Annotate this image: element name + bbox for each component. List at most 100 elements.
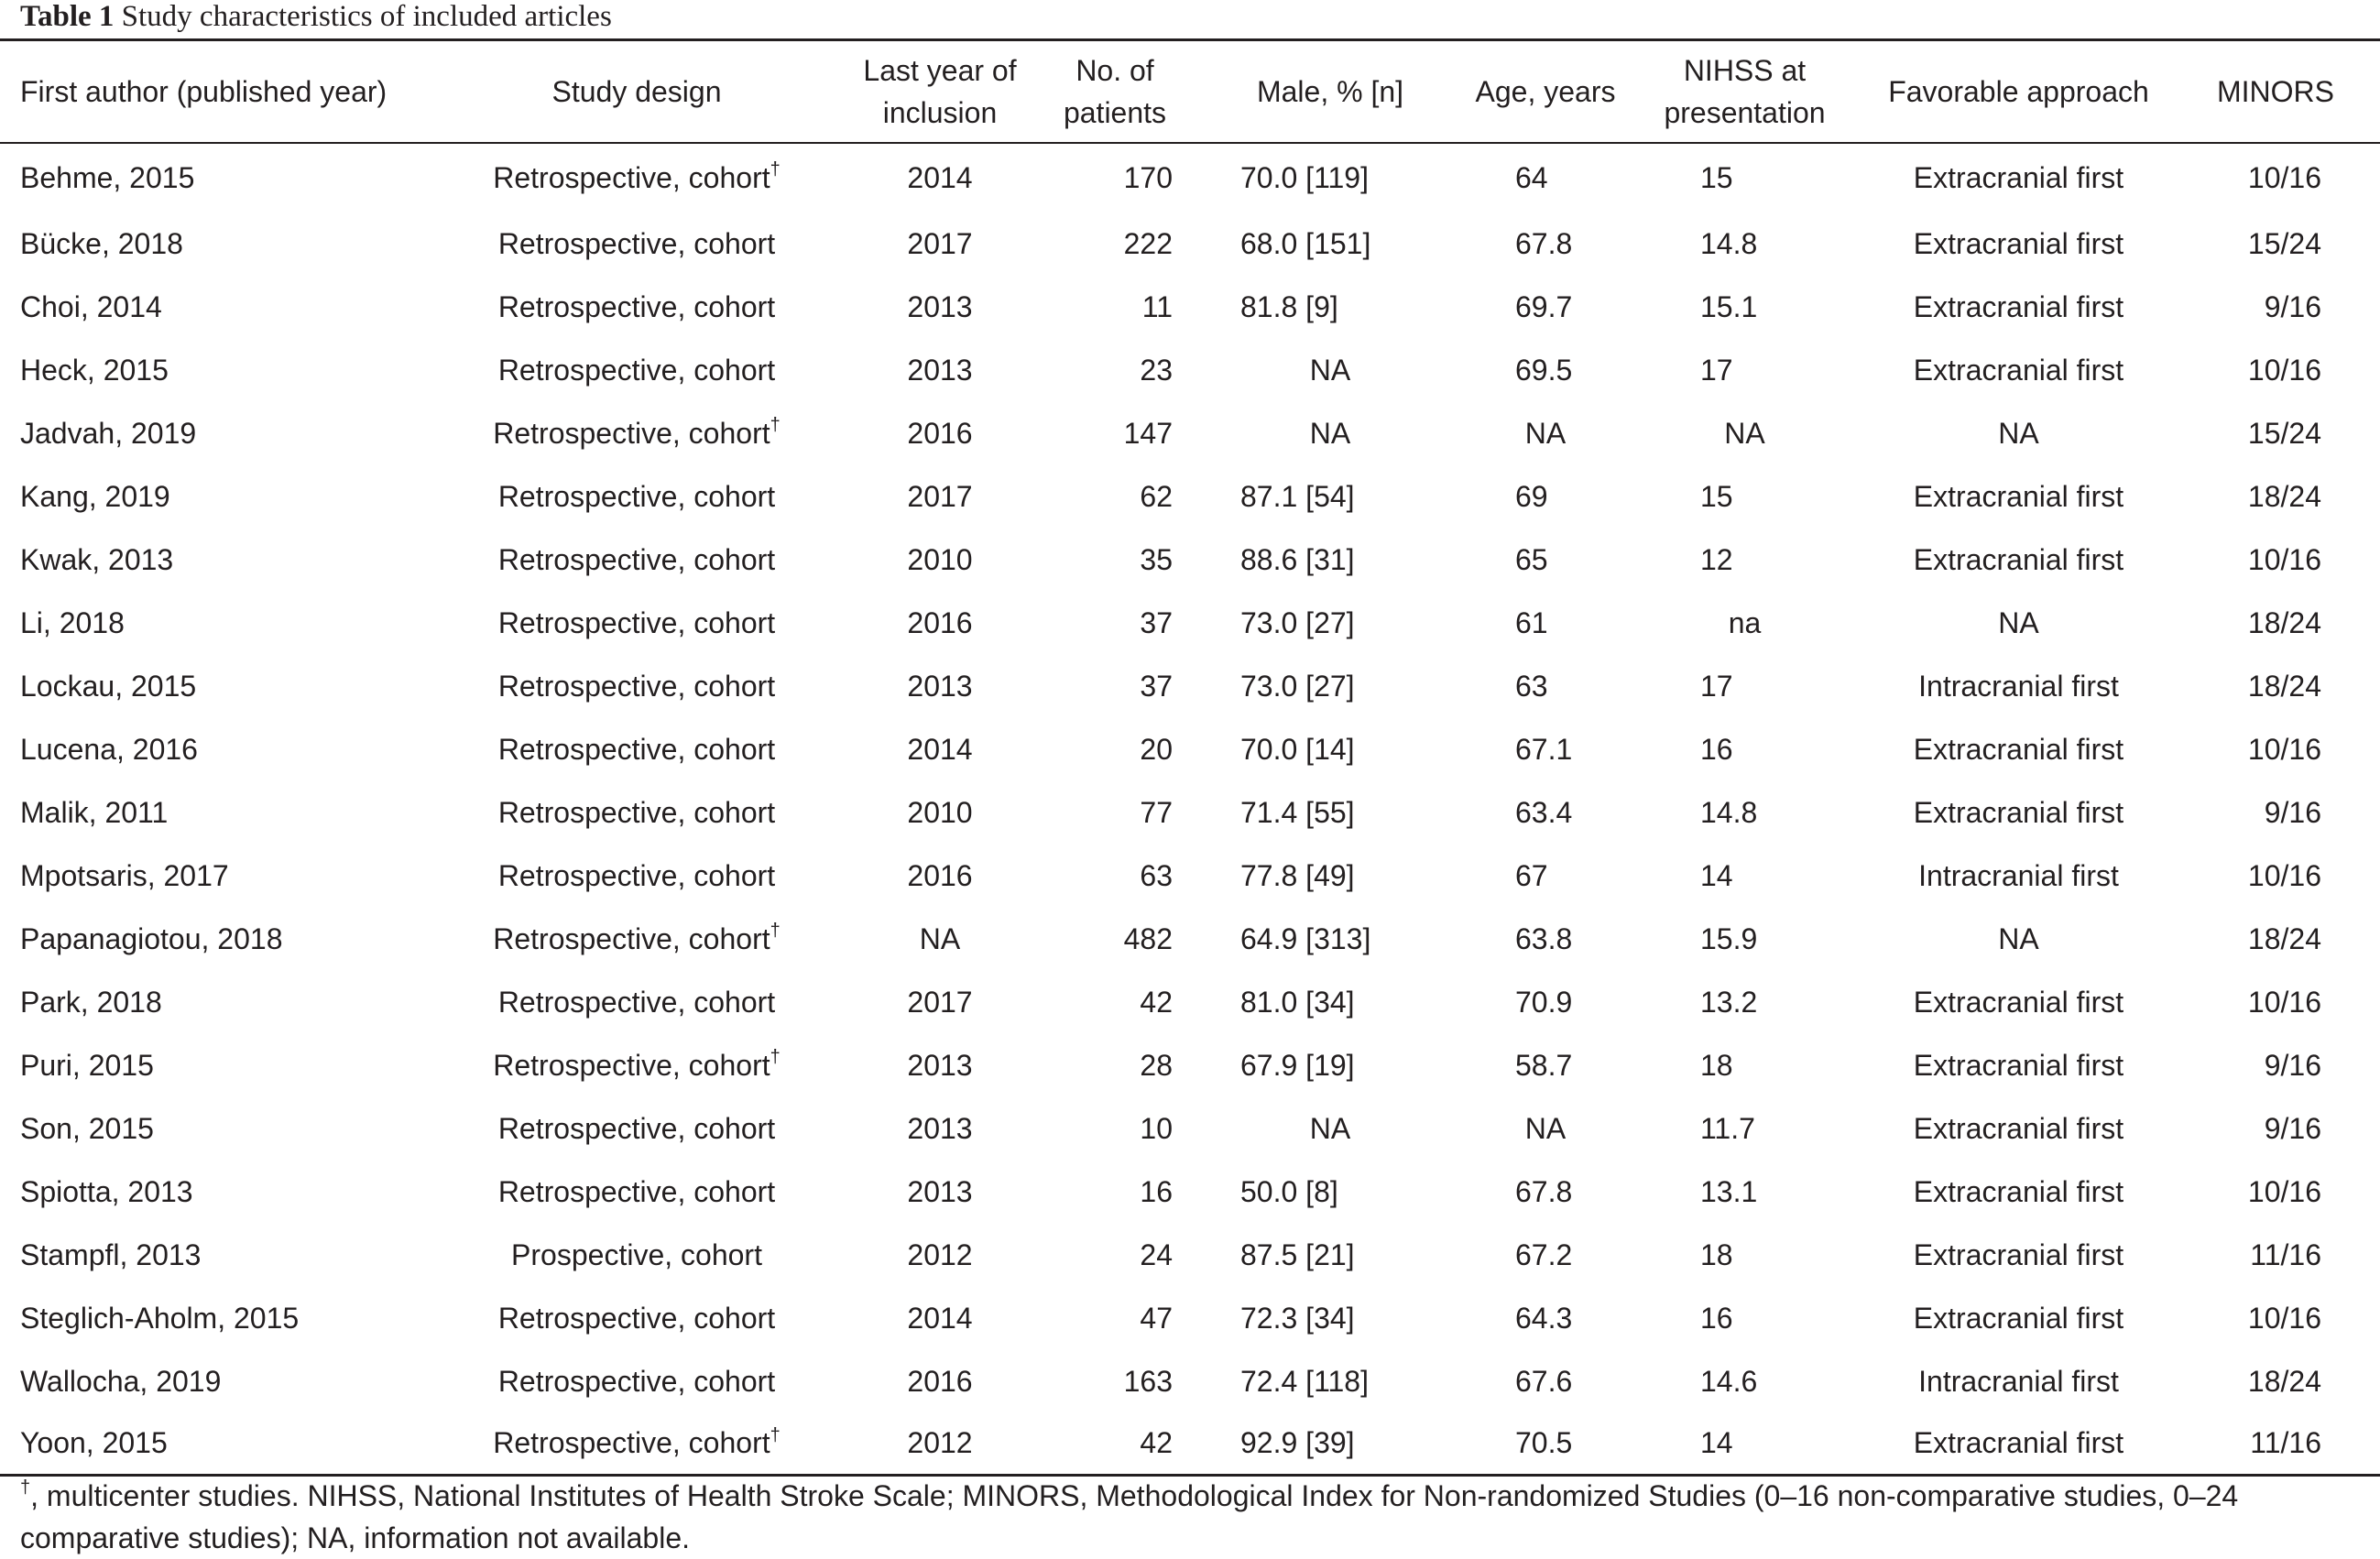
cell-male-value: 70.0 [119] (1240, 160, 1369, 194)
cell-approach: Extracranial first (1866, 213, 2171, 276)
cell-author: Papanagiotou, 2018 (0, 908, 431, 971)
cell-minors: 9/16 (2171, 781, 2380, 845)
cell-author-value: Behme, 2015 (20, 160, 195, 194)
cell-patients: 77 (1037, 781, 1193, 845)
cell-male: 72.3 [34] (1193, 1287, 1468, 1350)
cell-patients: 62 (1037, 465, 1193, 529)
cell-author-value: Li, 2018 (20, 605, 125, 639)
cell-nihss: 16 (1623, 1287, 1866, 1350)
cell-approach: Intracranial first (1866, 1350, 2171, 1413)
cell-author-value: Bücke, 2018 (20, 226, 183, 260)
cell-approach-value: Extracranial first (1913, 795, 2124, 829)
cell-patients-value: 24 (1140, 1237, 1173, 1271)
cell-nihss-value: 14.8 (1700, 795, 1758, 829)
table-header: First author (published year) Study desi… (0, 40, 2380, 143)
cell-nihss: 13.2 (1623, 971, 1866, 1034)
cell-nihss: 15 (1623, 465, 1866, 529)
cell-patients: 16 (1037, 1161, 1193, 1224)
cell-patients: 24 (1037, 1224, 1193, 1287)
cell-minors: 18/24 (2171, 465, 2380, 529)
table-caption-label: Table 1 (20, 0, 115, 33)
cell-age: NA (1468, 1097, 1623, 1161)
cell-author-value: Yoon, 2015 (20, 1426, 168, 1460)
cell-male: 70.0 [119] (1193, 143, 1468, 213)
cell-last-year-value: 2016 (907, 605, 973, 639)
cell-age: 67 (1468, 845, 1623, 908)
cell-approach-value: Extracranial first (1913, 353, 2124, 387)
cell-nihss: na (1623, 592, 1866, 655)
cell-nihss-value: 15.9 (1700, 921, 1758, 955)
cell-patients: 28 (1037, 1034, 1193, 1097)
cell-design-value: Retrospective, cohort (497, 1364, 776, 1398)
cell-patients: 37 (1037, 592, 1193, 655)
cell-approach-value: Extracranial first (1913, 1048, 2124, 1082)
cell-last-year: 2010 (843, 781, 1037, 845)
cell-author: Stampfl, 2013 (0, 1224, 431, 1287)
cell-minors: 11/16 (2171, 1413, 2380, 1476)
cell-patients: 23 (1037, 339, 1193, 402)
cell-author: Kang, 2019 (0, 465, 431, 529)
cell-design-value: Retrospective, cohort (497, 542, 776, 576)
cell-patients: 147 (1037, 402, 1193, 465)
cell-male-value: 71.4 [55] (1240, 795, 1355, 829)
cell-patients: 10 (1037, 1097, 1193, 1161)
cell-male: NA (1193, 1097, 1468, 1161)
cell-age-value: 64 (1515, 160, 1548, 194)
cell-age-value: 70.9 (1515, 985, 1573, 1019)
cell-last-year-value: 2017 (907, 226, 973, 260)
cell-last-year-value: 2017 (907, 985, 973, 1019)
cell-nihss: 18 (1623, 1034, 1866, 1097)
cell-last-year: 2013 (843, 655, 1037, 718)
cell-nihss: 14 (1623, 1413, 1866, 1476)
cell-male: 73.0 [27] (1193, 592, 1468, 655)
cell-last-year: 2012 (843, 1224, 1037, 1287)
cell-patients: 20 (1037, 718, 1193, 781)
table-row: Park, 2018 Retrospective, cohort 2017 42 81.… (0, 971, 2380, 1034)
cell-last-year: 2017 (843, 971, 1037, 1034)
cell-nihss-value: 14 (1700, 858, 1733, 892)
cell-age: 61 (1468, 592, 1623, 655)
cell-patients-value: 37 (1140, 669, 1173, 703)
cell-approach: Extracranial first (1866, 1161, 2171, 1224)
cell-nihss-value: 11.7 (1700, 1111, 1755, 1145)
cell-nihss: 14.6 (1623, 1350, 1866, 1413)
cell-design: Retrospective, cohort† (431, 1413, 843, 1476)
cell-design-value: Retrospective, cohort (497, 985, 776, 1019)
cell-male: 87.1 [54] (1193, 465, 1468, 529)
multicenter-dagger: † (770, 414, 781, 435)
cell-author: Park, 2018 (0, 971, 431, 1034)
cell-minors: 10/16 (2171, 1161, 2380, 1224)
cell-design-value: Retrospective, cohort (497, 795, 776, 829)
table-row: Spiotta, 2013 Retrospective, cohort 2013 16… (0, 1161, 2380, 1224)
cell-author: Wallocha, 2019 (0, 1350, 431, 1413)
cell-last-year-value: 2016 (907, 416, 973, 450)
cell-male: NA (1193, 402, 1468, 465)
cell-approach: Intracranial first (1866, 845, 2171, 908)
header-approach: Favorable approach (1866, 40, 2171, 143)
header-last-year-line1: Last year of (863, 53, 1017, 87)
cell-last-year-value: 2013 (907, 1111, 973, 1145)
cell-approach-value: Intracranial first (1918, 858, 2119, 892)
cell-patients: 63 (1037, 845, 1193, 908)
cell-design-value: Retrospective, cohort (497, 479, 776, 513)
cell-last-year: 2017 (843, 465, 1037, 529)
multicenter-dagger: † (770, 1424, 781, 1445)
cell-approach: Extracranial first (1866, 1034, 2171, 1097)
cell-minors-value: 11/16 (2250, 1237, 2321, 1271)
multicenter-dagger: † (770, 1046, 781, 1067)
cell-minors: 15/24 (2171, 213, 2380, 276)
cell-male-value: 72.4 [118] (1240, 1364, 1369, 1398)
cell-last-year-value: 2012 (907, 1237, 973, 1271)
cell-nihss-value: 13.2 (1700, 985, 1758, 1019)
cell-design-value: Retrospective, cohort (497, 858, 776, 892)
cell-minors-value: 10/16 (2247, 160, 2321, 194)
cell-patients: 37 (1037, 655, 1193, 718)
cell-approach-value: Extracranial first (1913, 1426, 2124, 1460)
cell-approach-value: Extracranial first (1913, 542, 2124, 576)
cell-last-year-value: 2013 (907, 353, 973, 387)
cell-last-year-value: 2013 (907, 1174, 973, 1208)
cell-male-value: NA (1309, 1111, 1351, 1145)
cell-male: 81.0 [34] (1193, 971, 1468, 1034)
cell-nihss: 14.8 (1623, 781, 1866, 845)
cell-last-year: 2013 (843, 1161, 1037, 1224)
